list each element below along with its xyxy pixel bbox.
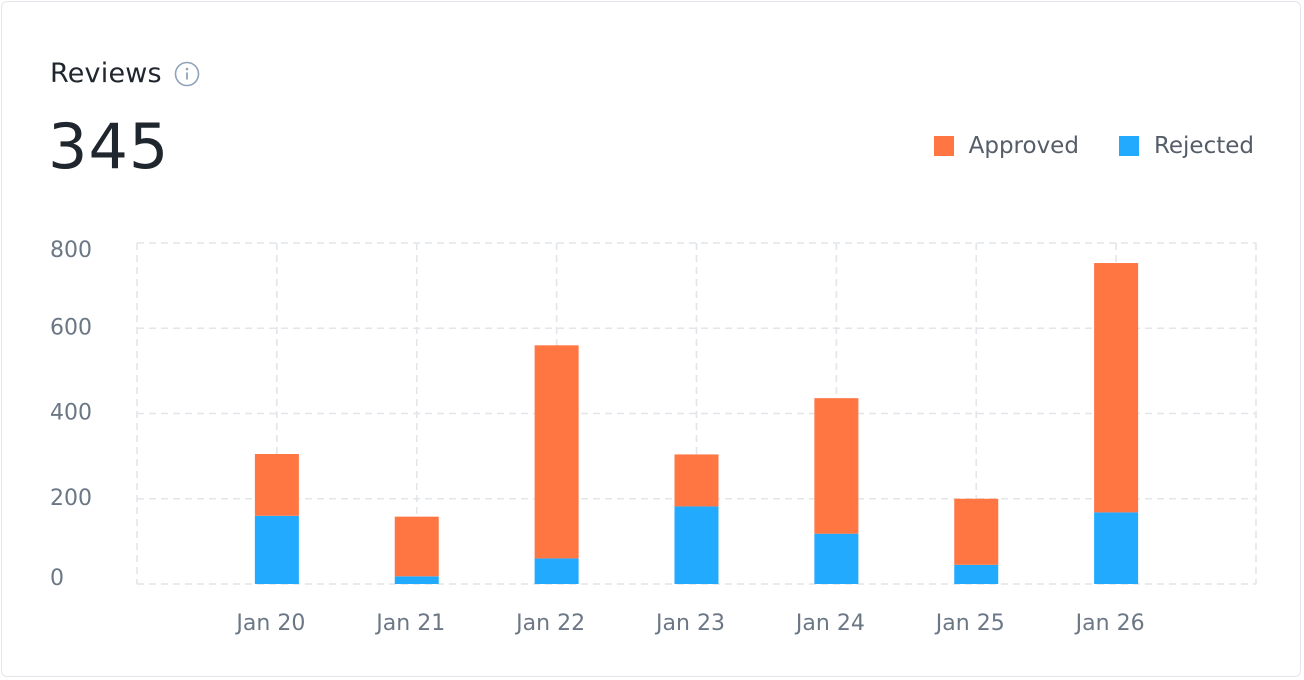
y-tick-label: 600: [50, 315, 92, 340]
y-tick-label: 400: [50, 401, 92, 426]
y-tick-label: 800: [50, 238, 92, 263]
bar-approved: [534, 345, 579, 559]
bar-rejected: [394, 576, 439, 584]
bar-rejected: [674, 506, 719, 584]
bar-rejected: [1094, 512, 1139, 584]
x-tick-label: Jan 21: [374, 611, 445, 636]
legend-item-rejected[interactable]: Rejected: [1118, 133, 1254, 159]
legend-label-rejected: Rejected: [1153, 133, 1254, 159]
bar-approved: [954, 498, 999, 565]
bar-approved: [254, 453, 299, 516]
bar-rejected: [534, 558, 579, 584]
x-tick-label: Jan 25: [934, 611, 1005, 636]
card-title: Reviews: [50, 58, 162, 89]
bar-approved: [1094, 263, 1139, 513]
x-tick-label: Jan 22: [514, 611, 585, 636]
x-tick-label: Jan 23: [654, 611, 725, 636]
bar-approved: [394, 516, 439, 577]
legend-swatch-rejected: [1118, 136, 1139, 156]
legend-swatch-approved: [933, 136, 954, 156]
bar-approved: [674, 454, 719, 507]
x-tick-label: Jan 26: [1074, 611, 1145, 636]
x-tick-label: Jan 24: [794, 611, 865, 636]
y-tick-label: 0: [50, 566, 64, 591]
legend-label-approved: Approved: [968, 133, 1079, 159]
chart-legend: Approved Rejected: [894, 133, 1254, 159]
x-tick-label: Jan 20: [234, 611, 305, 636]
bar-rejected: [954, 564, 999, 584]
bar-rejected: [254, 515, 299, 584]
total-count: 345: [48, 110, 170, 183]
legend-item-approved[interactable]: Approved: [933, 133, 1079, 159]
title-row: Reviews: [50, 58, 200, 89]
bar-rejected: [814, 533, 859, 584]
info-icon[interactable]: [174, 61, 200, 87]
bar-approved: [814, 398, 859, 534]
y-tick-label: 200: [50, 486, 92, 511]
